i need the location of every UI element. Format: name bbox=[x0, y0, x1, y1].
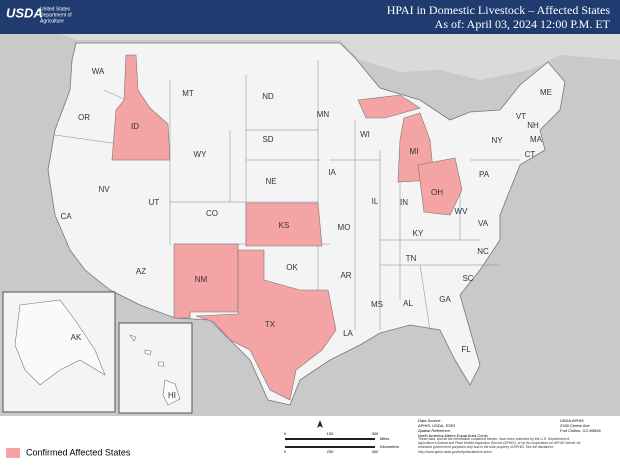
state-labels: WA OR CA NV ID MT WY UT CO AZ NM ND SD NE KS OK TX MN IA MO… bbox=[60, 67, 552, 400]
scale-bar bbox=[285, 438, 375, 440]
state-label: HI bbox=[168, 391, 176, 400]
state-label: MS bbox=[371, 300, 383, 309]
state-label: OR bbox=[78, 113, 90, 122]
state-label: AK bbox=[71, 333, 82, 342]
state-label: TN bbox=[406, 254, 417, 263]
state-label: OH bbox=[431, 188, 443, 197]
scale-tick: 400 bbox=[372, 449, 379, 454]
affected-state bbox=[173, 243, 239, 319]
data-source: APHIS, USDA, ESRI bbox=[418, 423, 455, 428]
address: 2150 Centre Ave bbox=[560, 423, 591, 428]
state-label: ID bbox=[131, 122, 139, 131]
hawaii-inset bbox=[118, 322, 193, 414]
state-label: VA bbox=[478, 219, 489, 228]
scale-tick: 300 bbox=[372, 431, 379, 436]
state-label: GA bbox=[439, 295, 451, 304]
scale-tick: 200 bbox=[327, 449, 334, 454]
address: USDA APHIS bbox=[560, 418, 584, 423]
state-label: CA bbox=[60, 212, 72, 221]
state-label: MI bbox=[410, 147, 419, 156]
canada bbox=[60, 34, 620, 80]
state-label: PA bbox=[479, 170, 490, 179]
state-label: KS bbox=[279, 221, 290, 230]
state-label: MT bbox=[182, 89, 194, 98]
state-label: FL bbox=[461, 345, 471, 354]
scale-unit: Kilometers bbox=[380, 444, 399, 449]
state-label: MA bbox=[530, 135, 543, 144]
state-label: AZ bbox=[136, 267, 146, 276]
state-label: ME bbox=[540, 88, 552, 97]
state-label: WI bbox=[360, 130, 370, 139]
state-label: IN bbox=[400, 198, 408, 207]
state-label: ND bbox=[262, 92, 274, 101]
state-label: IA bbox=[328, 168, 336, 177]
disclaimer: These data, and all the information cont… bbox=[418, 437, 581, 454]
state-label: SC bbox=[462, 274, 473, 283]
state-label: NV bbox=[98, 185, 110, 194]
state-label: WY bbox=[194, 150, 208, 159]
state-label: AL bbox=[403, 299, 413, 308]
state-label: CO bbox=[206, 209, 218, 218]
state-label: NH bbox=[527, 121, 539, 130]
state-label: MN bbox=[317, 110, 330, 119]
scale-unit: Miles bbox=[380, 436, 389, 441]
affected-state bbox=[357, 94, 421, 119]
subtitle: As of: April 03, 2024 12:00 P.M. ET bbox=[435, 17, 611, 31]
logo: USDA bbox=[6, 5, 43, 20]
data-source: North America Albers Equal Area Conic bbox=[418, 433, 488, 438]
affected-state bbox=[111, 54, 171, 161]
state-label: AR bbox=[340, 271, 351, 280]
title: HPAI in Domestic Livestock – Affected St… bbox=[387, 3, 611, 17]
affected-state bbox=[195, 249, 337, 401]
agency: Agriculture bbox=[40, 18, 64, 24]
legend-label: Confirmed Affected States bbox=[26, 447, 131, 457]
state-label: TX bbox=[265, 320, 276, 329]
affected-state bbox=[417, 157, 463, 216]
state-label: NM bbox=[195, 275, 208, 284]
state-label: UT bbox=[149, 198, 160, 207]
state-label: OK bbox=[286, 263, 298, 272]
alaska bbox=[14, 299, 106, 386]
state-label: NE bbox=[265, 177, 276, 186]
header-bar bbox=[0, 0, 620, 34]
data-source: Spatial Reference: bbox=[418, 428, 451, 433]
state-label: WA bbox=[92, 67, 105, 76]
scale-bar bbox=[285, 446, 375, 448]
state-label: MO bbox=[338, 223, 351, 232]
state-label: LA bbox=[343, 329, 353, 338]
scale-tick: 0 bbox=[284, 431, 287, 436]
north-arrow bbox=[317, 420, 323, 428]
state-label: IL bbox=[372, 197, 379, 206]
affected-states bbox=[111, 54, 463, 401]
state-label: CT bbox=[525, 150, 536, 159]
address: Fort Collins, CO 80526 bbox=[560, 428, 601, 433]
agency: United States bbox=[40, 6, 71, 12]
state-label: VT bbox=[516, 112, 526, 121]
data-source: Data Source: bbox=[418, 418, 441, 423]
state-label: WV bbox=[455, 207, 469, 216]
legend-swatch bbox=[6, 448, 20, 458]
hawaii bbox=[129, 334, 181, 406]
state-label: NC bbox=[477, 247, 489, 256]
scale-tick: 0 bbox=[284, 449, 287, 454]
agency: Department of bbox=[40, 12, 72, 18]
state-label: SD bbox=[262, 135, 273, 144]
scale-tick: 150 bbox=[327, 431, 334, 436]
state-label: NY bbox=[491, 136, 503, 145]
footer bbox=[0, 416, 620, 471]
state-label: KY bbox=[413, 229, 424, 238]
affected-state bbox=[245, 202, 323, 247]
